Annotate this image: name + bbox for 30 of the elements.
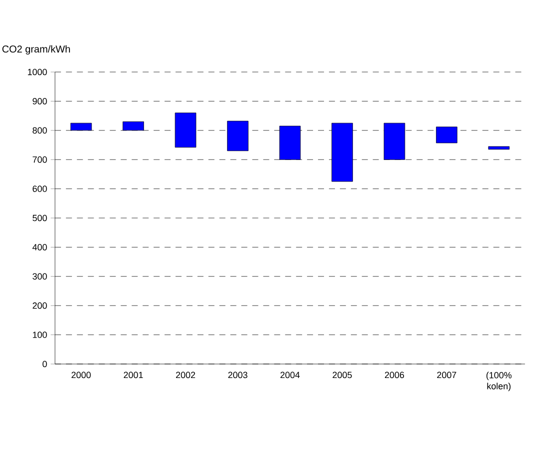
bar bbox=[384, 122, 406, 160]
x-tick-label: 2003 bbox=[228, 372, 248, 378]
x-tick-label: (100% kolen) bbox=[486, 372, 512, 392]
bar bbox=[488, 146, 510, 150]
bar bbox=[332, 122, 353, 182]
bar bbox=[70, 122, 92, 131]
x-tick-label: 2006 bbox=[384, 372, 404, 378]
bar bbox=[174, 112, 196, 148]
x-tick-label: 2007 bbox=[437, 372, 456, 378]
y-tick-label: 500 bbox=[32, 214, 47, 222]
y-tick-label: 400 bbox=[32, 244, 47, 250]
x-tick-label: 2002 bbox=[176, 372, 196, 378]
y-tick-label: 900 bbox=[32, 98, 47, 104]
x-tick-label: 2005 bbox=[332, 372, 352, 378]
y-tick-label: 800 bbox=[32, 127, 47, 134]
x-tick-label: 2001 bbox=[124, 372, 143, 378]
y-tick-label: 0 bbox=[42, 360, 47, 368]
y-tick-label: 600 bbox=[32, 186, 47, 192]
y-axis-title: CO2 gram/kWh bbox=[2, 45, 70, 55]
bar bbox=[279, 126, 301, 160]
bar bbox=[227, 120, 248, 152]
x-tick-label: 2000 bbox=[72, 372, 91, 378]
y-tick-label: 300 bbox=[32, 273, 47, 280]
y-tick-label: 200 bbox=[32, 302, 47, 309]
x-tick-label: 2004 bbox=[280, 372, 300, 378]
y-tick-label: 700 bbox=[32, 156, 47, 163]
bar bbox=[436, 126, 458, 144]
bar bbox=[122, 121, 144, 131]
y-tick-label: 100 bbox=[32, 332, 47, 338]
y-tick-label: 1000 bbox=[28, 68, 47, 76]
